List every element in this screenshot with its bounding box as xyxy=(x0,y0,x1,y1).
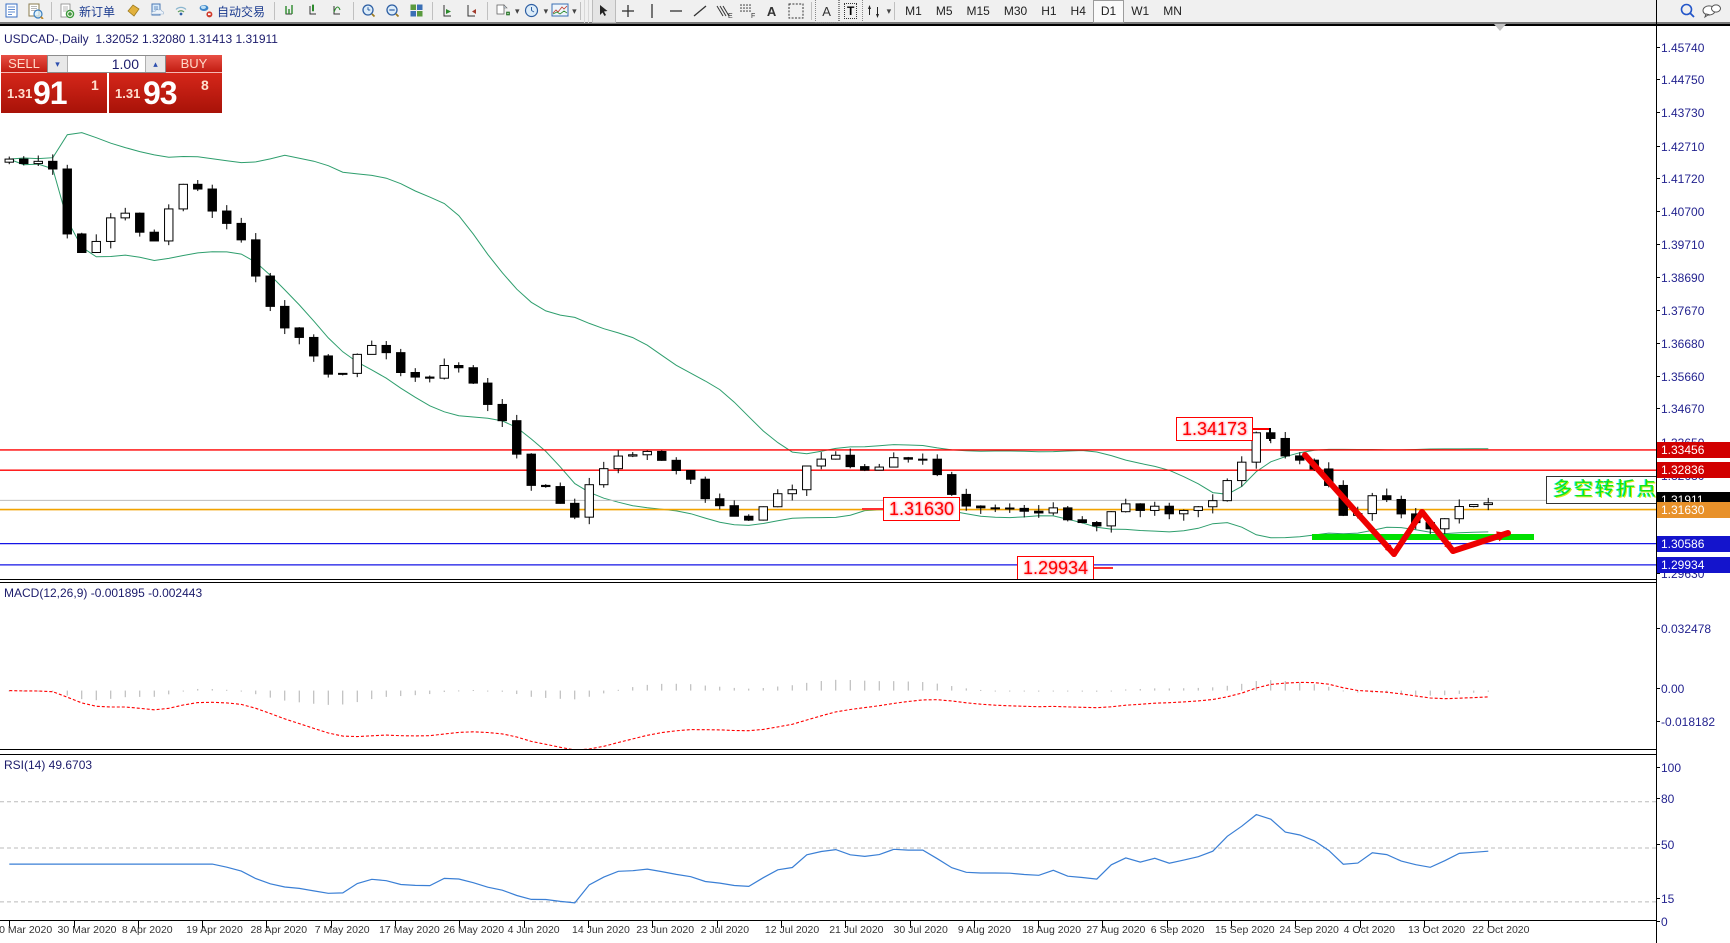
svg-text:F: F xyxy=(751,13,755,19)
svg-text:E: E xyxy=(728,13,733,19)
